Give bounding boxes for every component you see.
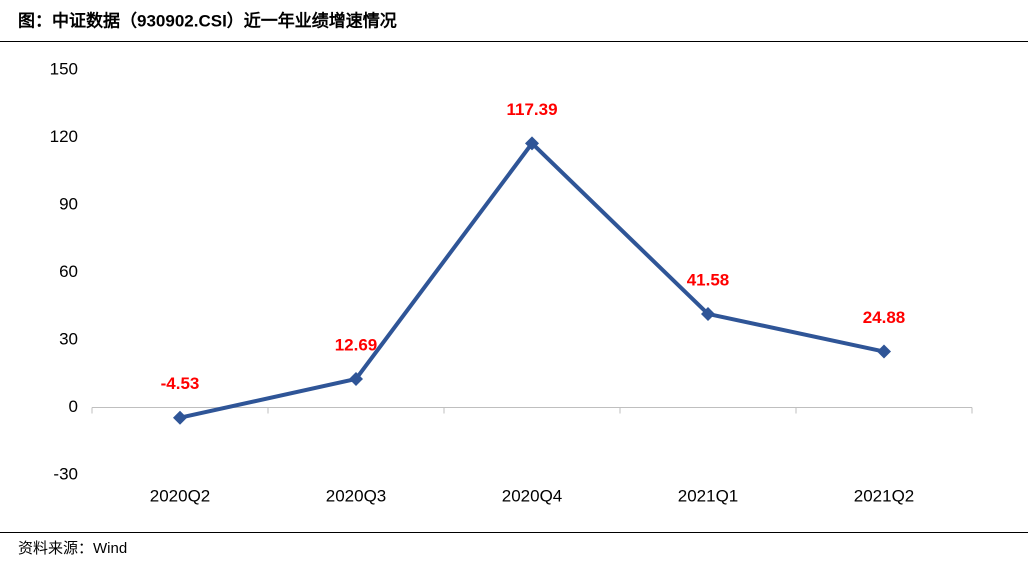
x-tick-label: 2020Q4 <box>502 486 563 505</box>
y-tick-label: 150 <box>50 59 78 78</box>
data-point <box>349 371 363 386</box>
y-tick-label: 60 <box>59 262 78 281</box>
y-tick-label: 90 <box>59 194 78 213</box>
data-label: 41.58 <box>687 270 730 289</box>
x-tick-label: 2020Q2 <box>150 486 211 505</box>
data-point <box>877 344 891 359</box>
y-tick-label: 30 <box>59 329 78 348</box>
data-point <box>525 136 539 151</box>
y-tick-label: -30 <box>53 464 78 483</box>
x-tick-label: 2020Q3 <box>326 486 387 505</box>
x-tick-label: 2021Q2 <box>854 486 915 505</box>
data-label: 12.69 <box>335 335 378 354</box>
x-tick-label: 2021Q1 <box>678 486 739 505</box>
chart-title: 图：中证数据（930902.CSI）近一年业绩增速情况 <box>18 10 397 30</box>
y-tick-label: 120 <box>50 127 78 146</box>
data-label: 24.88 <box>863 308 906 327</box>
y-tick-label: 0 <box>69 397 78 416</box>
data-label: 117.39 <box>506 100 557 119</box>
data-point <box>701 306 715 321</box>
source-note: 资料来源：Wind <box>18 540 127 557</box>
data-point <box>173 410 187 425</box>
series-line <box>179 141 885 420</box>
data-label: -4.53 <box>161 374 200 393</box>
